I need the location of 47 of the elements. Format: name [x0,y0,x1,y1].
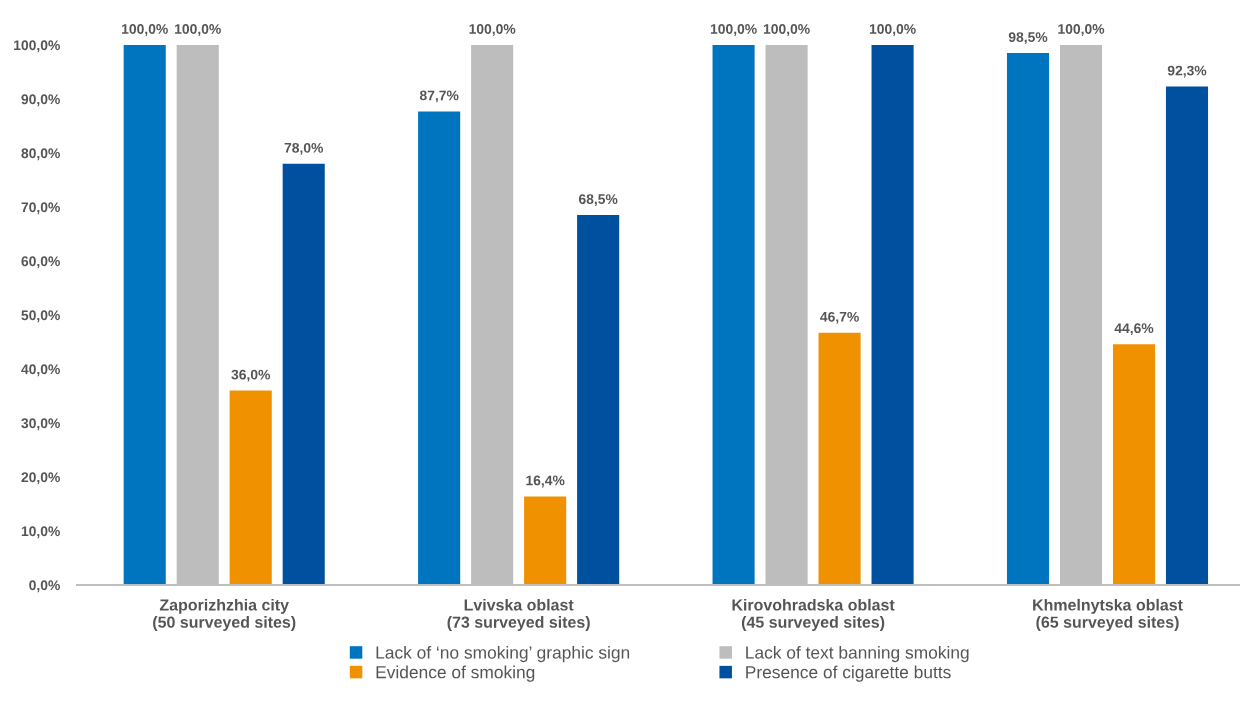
bar [1006,53,1050,585]
x-tick-label: Zaporizhzhia city (50 surveyed sites) [153,598,296,631]
bar [229,390,272,585]
bar [712,45,755,585]
data-label: 100,0% [175,24,221,36]
data-label: 46,7% [820,311,859,324]
y-tick-label: 40,0% [21,364,60,377]
data-label: 100,0% [122,24,168,36]
legend-label: Evidence of smoking [376,665,535,682]
bar [577,215,620,585]
bar [1112,344,1156,585]
bar [282,163,325,585]
bar [418,111,461,585]
x-tick-label: Khmelnytska oblast (65 surveyed sites) [1033,598,1183,631]
y-tick-label: 80,0% [21,148,60,161]
data-label: 87,7% [419,90,459,103]
data-label: 16,4% [526,475,565,488]
legend-label: Presence of cigarette butts [746,665,951,682]
bar [871,45,914,585]
data-label: 100,0% [1058,24,1105,36]
data-label: 100,0% [710,24,757,36]
bar [123,45,166,585]
y-tick-label: 60,0% [21,256,60,269]
y-tick-label: 10,0% [21,526,60,539]
y-tick-label: 100,0% [14,40,60,53]
data-label: 100,0% [763,24,810,36]
y-tick-label: 20,0% [21,472,60,485]
bar [1165,86,1209,585]
bar [524,496,567,585]
data-label: 68,5% [578,194,618,207]
data-label: 78,0% [284,142,324,155]
x-tick-label: Lvivska oblast (73 surveyed sites) [447,598,590,631]
y-tick-label: 70,0% [21,202,60,215]
data-label: 92,3% [1167,65,1207,78]
data-label: 36,0% [231,369,271,382]
legend-label: Lack of text banning smoking [746,645,969,663]
data-label: 98,5% [1008,32,1048,45]
legend-label: Lack of ‘no smoking’ graphic sign [376,645,630,663]
data-label: 44,6% [1114,323,1154,336]
x-tick-label: Kirovohradska oblast (45 surveyed sites) [732,598,895,631]
y-tick-label: 30,0% [21,418,60,431]
y-tick-label: 50,0% [21,310,60,323]
data-label: 100,0% [469,24,516,36]
bar [818,332,861,585]
data-label: 100,0% [869,24,916,36]
y-tick-label: 0,0% [29,580,60,593]
y-tick-label: 90,0% [21,94,60,107]
